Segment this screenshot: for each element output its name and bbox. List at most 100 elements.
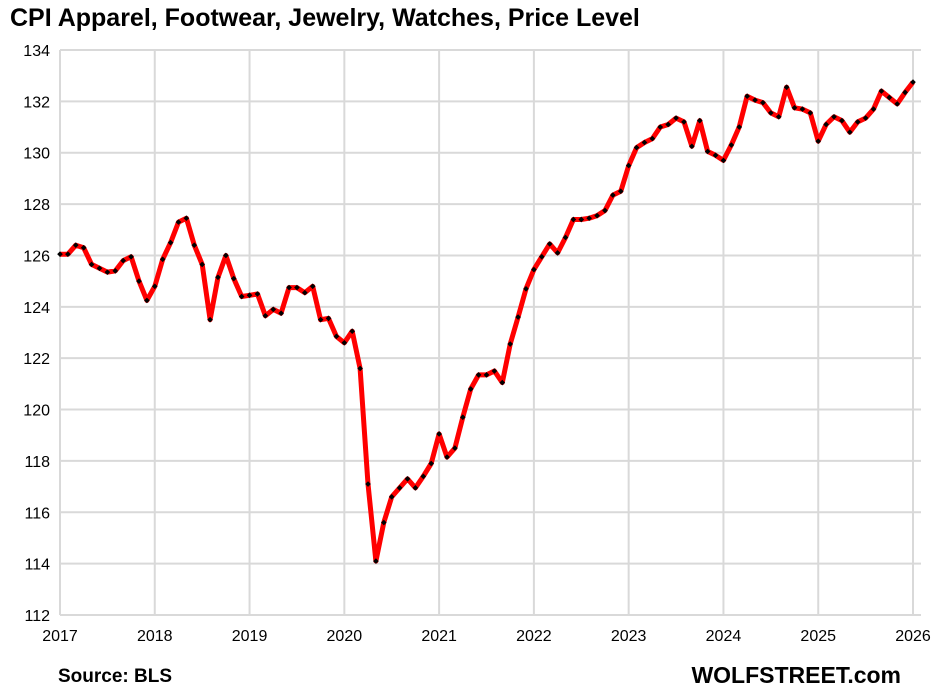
data-point: [760, 99, 766, 106]
data-point: [894, 101, 901, 107]
data-point: [633, 144, 640, 151]
data-point: [815, 138, 822, 144]
data-point: [617, 188, 624, 195]
data-point: [72, 242, 79, 249]
data-point: [720, 157, 727, 164]
data-point: [159, 256, 166, 263]
y-tick-label: 122: [23, 351, 50, 368]
data-point: [286, 284, 292, 291]
data-point: [531, 266, 537, 273]
data-point: [452, 445, 458, 451]
x-tick-label: 2024: [706, 628, 742, 645]
y-tick-label: 134: [23, 43, 50, 60]
data-point: [491, 368, 498, 374]
y-tick-label: 116: [24, 505, 50, 522]
data-point: [704, 148, 711, 155]
x-tick-label: 2019: [232, 628, 268, 645]
data-point: [302, 289, 308, 296]
x-tick-label: 2025: [800, 628, 836, 645]
data-point: [839, 117, 845, 124]
x-tick-label: 2022: [516, 628, 552, 645]
data-point: [846, 129, 853, 136]
y-tick-label: 130: [23, 146, 50, 163]
data-point: [483, 372, 490, 378]
data-point: [373, 558, 379, 564]
data-point: [388, 494, 395, 500]
data-point: [254, 291, 261, 297]
data-point: [610, 192, 616, 198]
y-tick-label: 112: [24, 608, 50, 625]
data-point: [507, 341, 514, 347]
data-point: [151, 283, 158, 290]
data-point: [444, 454, 450, 460]
source-label: Source: BLS: [58, 666, 173, 687]
y-tick-label: 118: [24, 454, 50, 471]
data-point: [523, 286, 529, 292]
data-point: [112, 268, 119, 274]
data-point: [365, 481, 371, 487]
data-point: [294, 284, 300, 291]
data-point: [238, 293, 245, 300]
data-point: [673, 115, 679, 121]
data-point: [783, 84, 790, 91]
data-point: [459, 414, 466, 421]
data-point: [499, 379, 506, 386]
data-point: [88, 261, 95, 268]
data-point: [775, 113, 782, 120]
data-point: [404, 476, 411, 482]
data-point: [230, 275, 237, 282]
data-point: [799, 106, 806, 112]
brand-watermark: WOLFSTREET.com: [691, 662, 901, 688]
data-point: [878, 88, 885, 94]
data-point: [309, 283, 316, 290]
data-point: [183, 215, 190, 222]
data-point: [570, 216, 577, 223]
data-point: [823, 121, 829, 128]
y-tick-label: 126: [23, 248, 50, 265]
data-point: [728, 142, 735, 148]
data-point: [207, 316, 213, 323]
data-point: [586, 215, 593, 222]
data-point: [144, 297, 150, 304]
data-point: [602, 207, 608, 214]
chart-title: CPI Apparel, Footwear, Jewelry, Watches,…: [10, 4, 640, 32]
data-point: [317, 316, 324, 323]
data-point: [278, 310, 284, 317]
x-tick-label: 2023: [611, 628, 647, 645]
data-point: [910, 79, 916, 85]
data-point: [96, 265, 103, 272]
data-point: [886, 94, 893, 101]
x-tick-label: 2017: [42, 628, 78, 645]
data-point: [325, 315, 332, 322]
data-point: [333, 333, 340, 340]
data-point: [428, 460, 435, 467]
data-point: [657, 124, 664, 130]
data-point: [167, 239, 174, 246]
data-point: [807, 110, 814, 116]
data-point: [223, 252, 229, 259]
x-tick-label: 2026: [895, 628, 931, 645]
data-point: [199, 261, 205, 268]
data-point: [554, 250, 561, 256]
data-point: [862, 115, 869, 121]
data-point: [546, 241, 553, 247]
data-point: [420, 473, 427, 480]
data-point: [380, 519, 387, 526]
data-point: [681, 119, 687, 125]
y-tick-label: 120: [23, 403, 50, 420]
y-tick-label: 124: [23, 300, 50, 317]
y-tick-label: 128: [23, 197, 50, 214]
data-point: [270, 306, 277, 313]
y-tick-label: 114: [24, 557, 50, 574]
data-point: [341, 339, 348, 346]
data-point: [120, 257, 127, 264]
data-point: [191, 242, 198, 249]
data-point: [594, 212, 600, 219]
data-point: [791, 104, 798, 111]
data-point: [578, 216, 585, 223]
data-point: [768, 110, 774, 116]
data-point: [104, 269, 111, 275]
data-point: [467, 386, 474, 392]
data-point: [175, 219, 182, 225]
